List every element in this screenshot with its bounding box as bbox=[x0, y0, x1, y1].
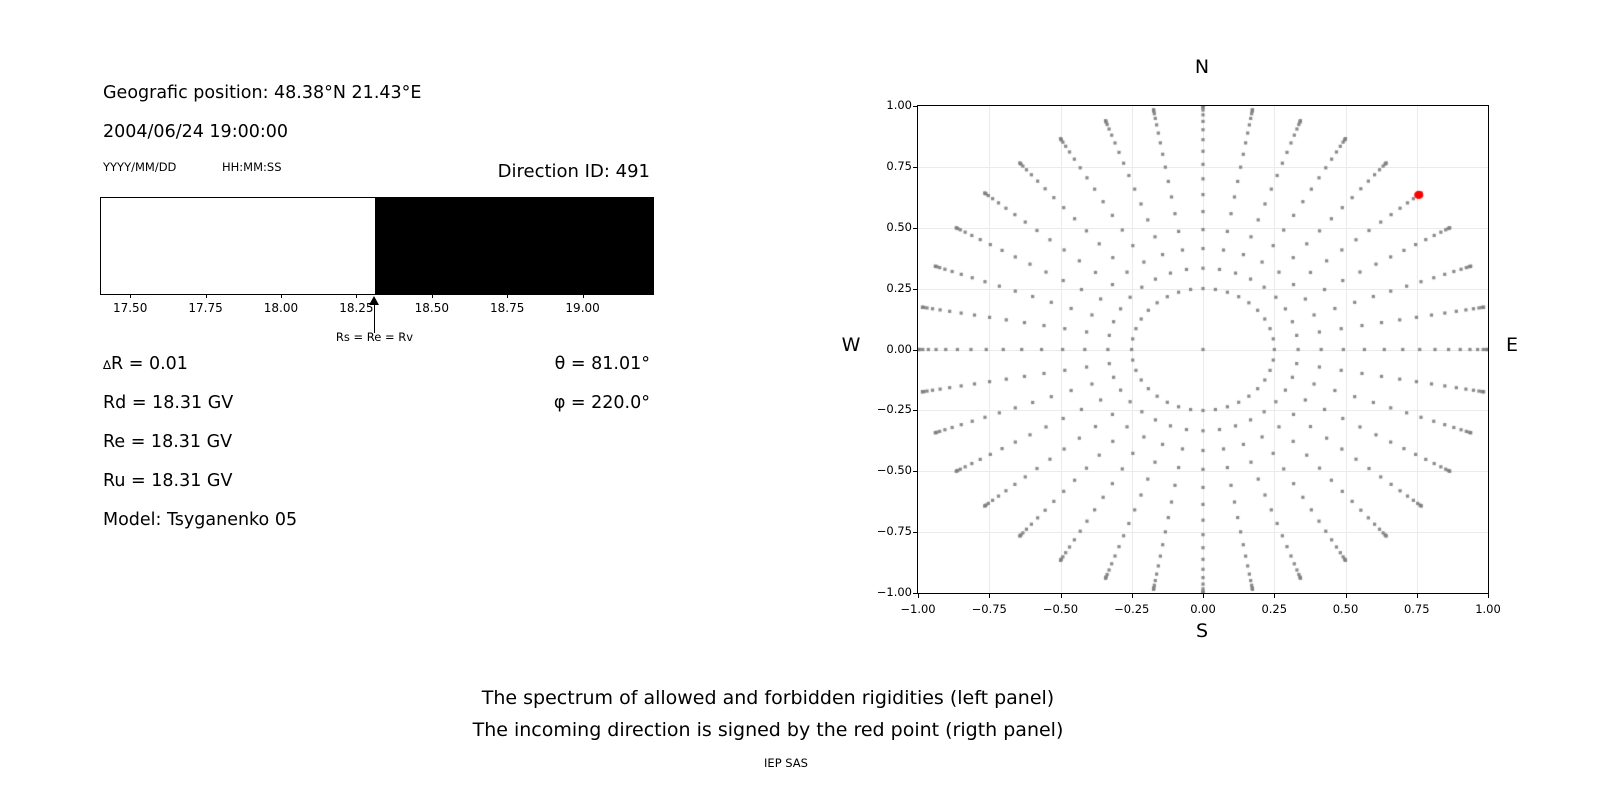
y-tick-label: 1.00 bbox=[886, 98, 912, 112]
x-tick-label: 0.00 bbox=[1190, 602, 1216, 616]
y-tick-mark bbox=[913, 349, 917, 351]
x-tick-label: 18.75 bbox=[490, 301, 525, 315]
y-tick-mark bbox=[913, 410, 917, 412]
param-text: Re = 18.31 GV bbox=[103, 432, 233, 452]
compass-label-n: N bbox=[1194, 56, 1210, 78]
compass-label-e: E bbox=[1505, 334, 1518, 356]
x-tick-label: 0.75 bbox=[1403, 602, 1430, 616]
direction-dots-canvas bbox=[918, 106, 1488, 593]
y-tick-label: 0.00 bbox=[886, 341, 912, 356]
param-line: ∆R = 0.01 bbox=[103, 354, 188, 374]
x-tick-mark bbox=[1131, 594, 1133, 598]
caption-line-2: The incoming direction is signed by the … bbox=[472, 719, 1064, 741]
forbidden-region bbox=[375, 198, 653, 294]
param-text: Rd = 18.31 GV bbox=[103, 393, 234, 413]
x-tick-label: −0.75 bbox=[971, 602, 1007, 616]
credit-text: IEP SAS bbox=[764, 756, 808, 770]
y-tick-label: 0.75 bbox=[886, 158, 912, 173]
y-tick-label: −0.25 bbox=[876, 402, 912, 417]
param-line: Ru = 18.31 GV bbox=[103, 471, 232, 491]
y-tick-mark bbox=[913, 593, 917, 594]
angle-text: θ = 81.01° bbox=[554, 354, 650, 374]
x-tick-mark bbox=[1488, 594, 1489, 598]
x-tick-label: 0.25 bbox=[1261, 602, 1288, 616]
x-tick-label: 19.00 bbox=[565, 301, 600, 315]
compass-label-s: S bbox=[1195, 620, 1209, 642]
allowed-region bbox=[101, 198, 376, 294]
x-tick-mark bbox=[1060, 594, 1062, 598]
x-tick-label: −0.50 bbox=[1042, 602, 1079, 616]
direction-plot-frame: 1.00 0.75 0.50 0.25 0.00 −0.25 −0.50 −0.75 −1.00… bbox=[877, 98, 1501, 616]
param-text: Model: Tsyganenko 05 bbox=[103, 510, 298, 530]
y-tick-mark bbox=[913, 106, 917, 107]
y-tick-label: −0.50 bbox=[876, 463, 912, 478]
x-tick-label: 1.00 bbox=[1475, 602, 1501, 616]
x-tick-label: 17.75 bbox=[188, 301, 223, 315]
param-text: R = 0.01 bbox=[111, 354, 188, 374]
x-tick-mark bbox=[1203, 594, 1204, 598]
x-tick-mark bbox=[1345, 594, 1347, 598]
time-format-label: HH:MM:SS bbox=[222, 160, 282, 174]
y-tick-mark bbox=[913, 471, 917, 473]
angle-text: φ = 220.0° bbox=[553, 393, 650, 413]
y-tick-label: 0.50 bbox=[886, 219, 912, 234]
rigidity-arrow-label: Rs = Re = Rv bbox=[335, 330, 414, 344]
x-tick-mark bbox=[205, 294, 207, 298]
x-tick-mark bbox=[356, 294, 358, 298]
date-format-label: YYYY/MM/DD bbox=[103, 160, 177, 174]
compass-label-w: W bbox=[841, 334, 861, 356]
x-tick-mark bbox=[431, 294, 433, 298]
x-tick-mark bbox=[280, 294, 282, 298]
y-tick-label: −0.75 bbox=[876, 524, 912, 539]
x-tick-mark bbox=[582, 294, 584, 298]
x-tick-label: −1.00 bbox=[900, 602, 936, 616]
param-line: Model: Tsyganenko 05 bbox=[103, 510, 297, 530]
y-tick-mark bbox=[913, 166, 917, 168]
x-tick-mark bbox=[989, 594, 991, 598]
param-line: Re = 18.31 GV bbox=[103, 432, 232, 452]
caption-line-1: The spectrum of allowed and forbidden ri… bbox=[481, 687, 1055, 709]
rigidity-spectrum-chart bbox=[100, 197, 654, 295]
x-tick-mark bbox=[1416, 594, 1418, 598]
x-tick-mark bbox=[130, 294, 132, 298]
x-tick-label: 17.50 bbox=[112, 301, 148, 315]
y-tick-label: 0.25 bbox=[886, 280, 912, 295]
direction-id-text: Direction ID: 491 bbox=[497, 161, 650, 182]
datetime-text: 2004/06/24 19:00:00 bbox=[103, 122, 289, 142]
delta-symbol: ∆ bbox=[103, 358, 112, 372]
x-tick-label: 0.50 bbox=[1332, 602, 1359, 616]
y-tick-mark bbox=[913, 532, 917, 534]
x-tick-label: −0.25 bbox=[1114, 602, 1150, 616]
x-tick-mark bbox=[918, 594, 919, 598]
y-tick-label: −1.00 bbox=[876, 585, 912, 599]
x-tick-mark bbox=[507, 294, 509, 298]
x-tick-mark bbox=[1274, 594, 1276, 598]
x-tick-label: 18.50 bbox=[414, 301, 449, 315]
x-tick-label: 18.00 bbox=[263, 301, 299, 315]
param-text: Ru = 18.31 GV bbox=[103, 471, 233, 491]
rigidity-arrow-head bbox=[369, 296, 380, 305]
rigidity-arrow-line bbox=[373, 304, 376, 333]
y-tick-mark bbox=[913, 288, 917, 290]
param-line: Rd = 18.31 GV bbox=[103, 393, 233, 413]
geo-position-text: Geografic position: 48.38°N 21.43°E bbox=[103, 83, 422, 103]
x-tick-label: 18.25 bbox=[339, 301, 374, 315]
y-tick-mark bbox=[913, 227, 917, 229]
